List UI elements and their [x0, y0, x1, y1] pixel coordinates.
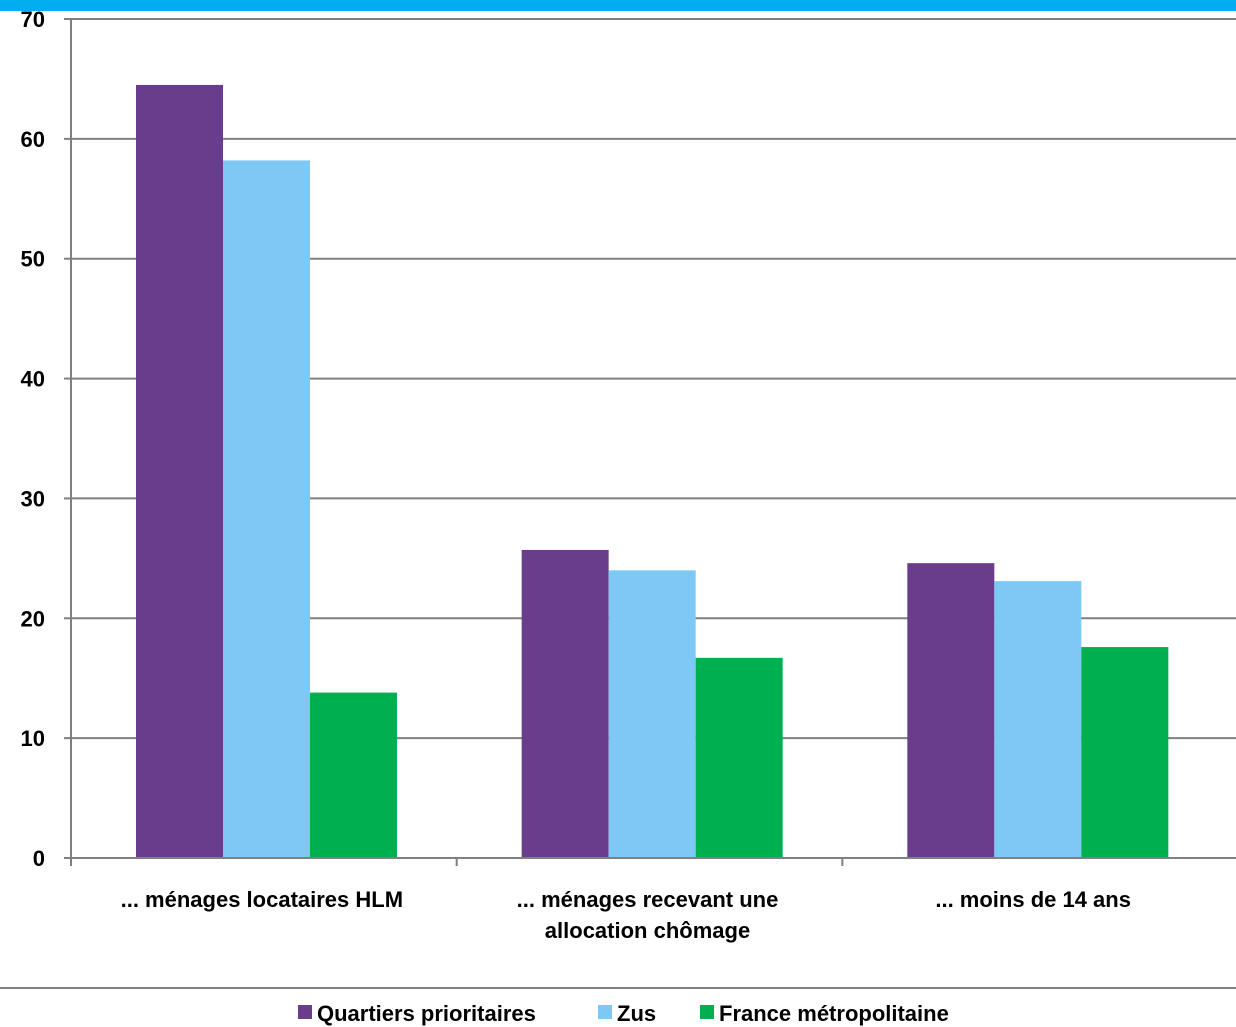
y-tick-label: 30 — [21, 486, 45, 511]
header-bar — [0, 0, 1236, 11]
y-axis-ticks: 0 10 20 30 40 50 60 70 — [21, 7, 45, 871]
category-label: ... moins de 14 ans — [935, 887, 1131, 912]
bar-2-3 — [994, 581, 1082, 858]
y-tick-label: 40 — [21, 367, 45, 392]
category-label: ... ménages locataires HLM — [121, 887, 403, 912]
bar-1-1 — [136, 84, 223, 858]
y-tick-label: 10 — [21, 726, 45, 751]
legend: Quartiers prioritaires Zus France métropol… — [298, 1001, 949, 1026]
bar-3-3 — [1081, 647, 1169, 858]
bar-3-1 — [310, 692, 397, 858]
y-tick-label: 0 — [33, 846, 45, 871]
y-tick-label: 70 — [21, 7, 45, 32]
y-tick-label: 20 — [21, 606, 45, 631]
legend-swatch — [700, 1005, 714, 1019]
legend-swatch — [598, 1005, 612, 1019]
bars — [136, 84, 1169, 859]
legend-swatch — [298, 1005, 312, 1019]
bar-2-2 — [608, 570, 696, 858]
x-axis-labels: ... ménages locataires HLM ... ménages re… — [121, 887, 1131, 943]
bar-1-3 — [907, 563, 995, 858]
bar-1-2 — [521, 549, 609, 858]
category-label: ... ménages recevant une — [517, 887, 779, 912]
legend-label: Quartiers prioritaires — [317, 1001, 536, 1026]
legend-label: Zus — [617, 1001, 656, 1026]
bar-2-1 — [223, 160, 310, 859]
category-label: allocation chômage — [545, 918, 750, 943]
axes — [64, 18, 1236, 866]
bar-3-2 — [695, 657, 783, 858]
y-tick-label: 60 — [21, 127, 45, 152]
legend-label: France métropolitaine — [719, 1001, 949, 1026]
y-tick-label: 50 — [21, 247, 45, 272]
